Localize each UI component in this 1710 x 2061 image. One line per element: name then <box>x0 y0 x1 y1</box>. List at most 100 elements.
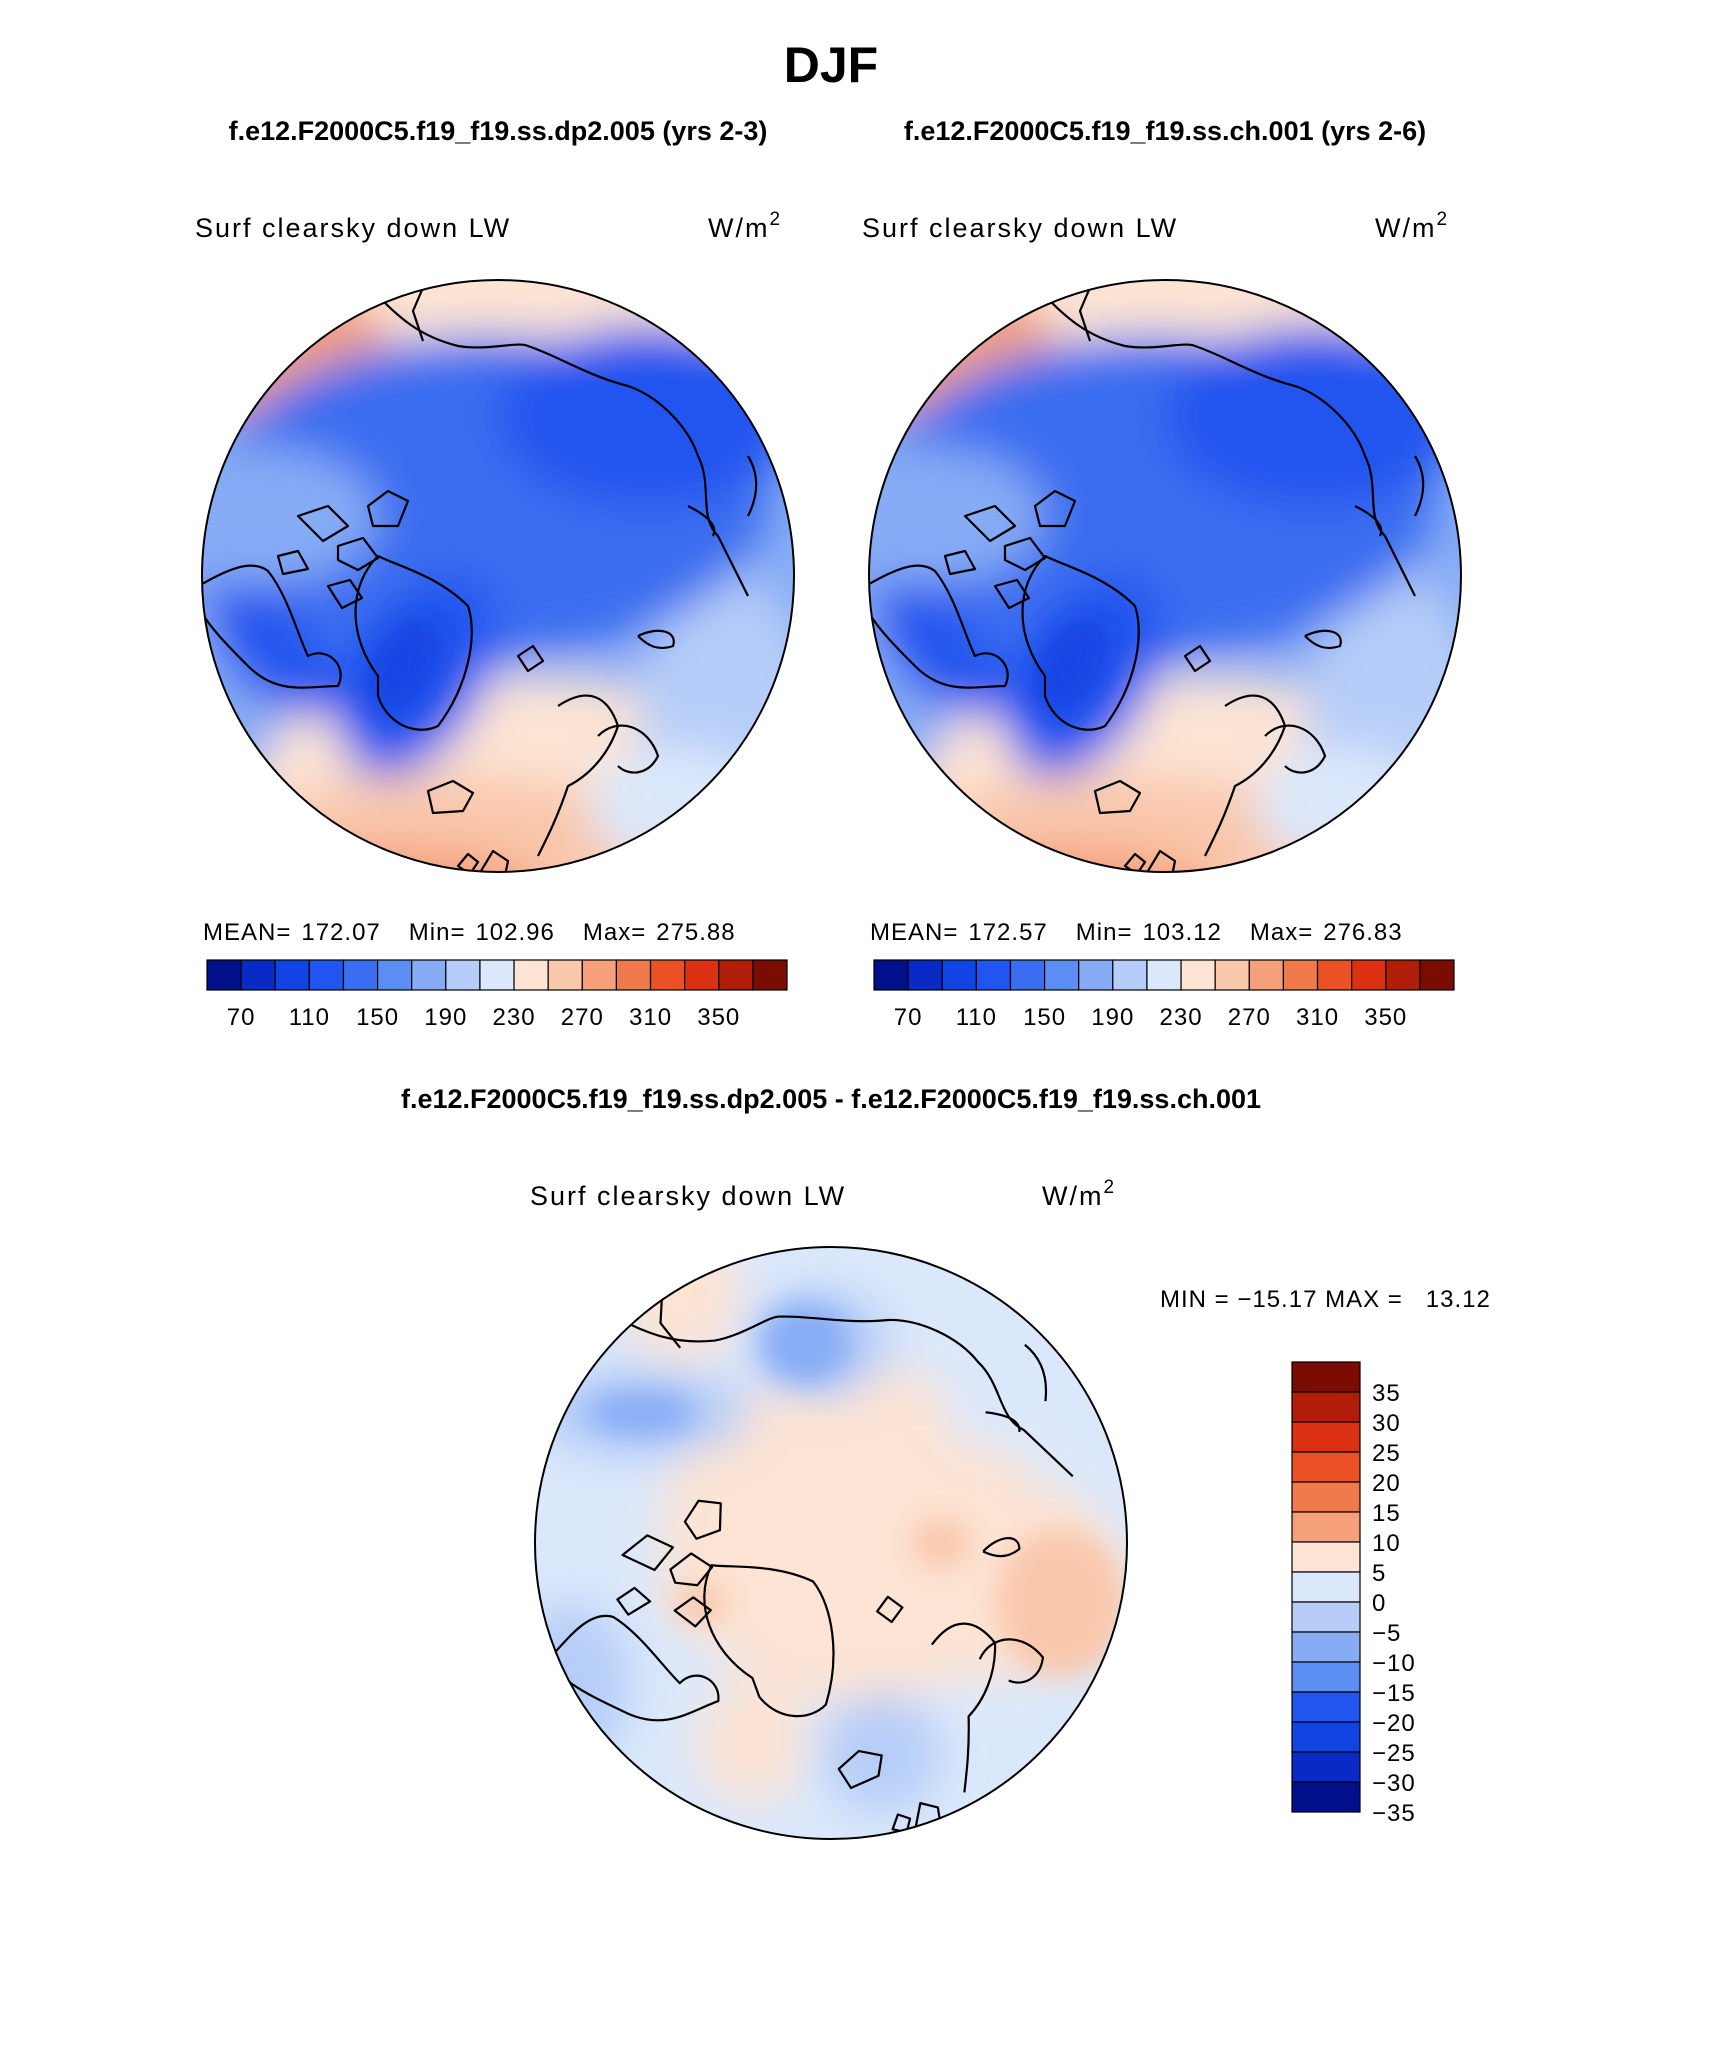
panel-2-units-label: W/m2 <box>1375 209 1449 243</box>
colorbar-swatch <box>1146 959 1182 991</box>
colorbar-swatch <box>1316 959 1353 991</box>
colorbar-swatch <box>907 959 943 991</box>
colorbar-swatch <box>649 959 686 991</box>
colorbar-swatch <box>411 959 447 991</box>
panel-1-units-label: W/m2 <box>708 209 782 243</box>
colorbar-swatch <box>1291 1751 1361 1783</box>
colorbar-swatch <box>718 959 754 991</box>
colorbar-tick-label: −35 <box>1372 1800 1416 1827</box>
colorbar-swatch <box>1291 1601 1361 1633</box>
colorbar-tick-label: 20 <box>1372 1470 1401 1497</box>
colorbar-tick-label: 70 <box>227 1004 256 1031</box>
colorbar-swatch <box>308 959 345 991</box>
colorbar-tick-label: 110 <box>289 1004 330 1031</box>
colorbar-swatch <box>206 959 242 991</box>
panel-1: Surf clearsky down LW W/m2 MEAN= 172.07 Mi… <box>195 209 795 1031</box>
colorbar-swatch <box>1248 959 1285 991</box>
colorbar-swatch <box>1291 1721 1361 1753</box>
panel-1-stats: MEAN= 172.07 Min= 102.96 Max= 275.88 <box>203 919 736 946</box>
colorbar-tick-label: 35 <box>1372 1380 1401 1407</box>
colorbar-swatch <box>547 959 583 991</box>
colorbar-swatch <box>1282 959 1319 991</box>
colorbar-swatch <box>445 959 481 991</box>
colorbar-swatch <box>975 959 1012 991</box>
colorbar-swatch <box>1419 959 1455 991</box>
colorbar-swatch <box>1291 1781 1361 1813</box>
colorbar-tick-label: 30 <box>1372 1410 1401 1437</box>
panel-2-map-border <box>868 279 1462 873</box>
colorbar-swatch <box>1291 1511 1361 1543</box>
diff-field-map <box>535 1247 1127 1839</box>
colorbar-tick-label: −15 <box>1372 1680 1416 1707</box>
colorbar-swatch <box>479 959 515 991</box>
colorbar-tick-label: 5 <box>1372 1560 1386 1587</box>
colorbar-tick-label: 25 <box>1372 1440 1401 1467</box>
colorbar-tick-label: 150 <box>1023 1004 1066 1031</box>
panel-1-variable-label: Surf clearsky down LW <box>195 213 511 243</box>
colorbar-tick-label: 10 <box>1372 1530 1401 1557</box>
diff-panel-title: f.e12.F2000C5.f19_f19.ss.dp2.005 - f.e12… <box>401 1084 1261 1114</box>
colorbar-tick-label: −10 <box>1372 1650 1416 1677</box>
colorbar-swatch <box>1291 1361 1361 1393</box>
panel-2-variable-label: Surf clearsky down LW <box>862 213 1178 243</box>
colorbar-swatch <box>376 959 413 991</box>
colorbar-swatch <box>274 959 310 991</box>
figure-title: DJF <box>784 37 878 93</box>
colorbar-swatch <box>1009 959 1046 991</box>
colorbar-tick-label: −5 <box>1372 1620 1401 1647</box>
colorbar-swatch <box>941 959 977 991</box>
colorbar-swatch <box>581 959 618 991</box>
diff-colorbar: 35 30 25 20 15 10 5 0 −5 −10 −15 −20 −25 −30 −35 <box>1291 1361 1416 1827</box>
colorbar-swatch <box>684 959 720 991</box>
colorbar-tick-label: 310 <box>1296 1004 1339 1031</box>
panel-1-colorbar: 70 110 150 190 230 270 310 350 <box>206 959 788 1031</box>
colorbar-swatch <box>1043 959 1080 991</box>
colorbar-swatch <box>1291 1691 1361 1723</box>
colorbar-tick-label: −20 <box>1372 1710 1416 1737</box>
colorbar-swatch <box>615 959 652 991</box>
colorbar-swatch <box>1291 1391 1361 1423</box>
diff-units-label: W/m2 <box>1042 1177 1116 1211</box>
colorbar-swatch <box>1291 1571 1361 1603</box>
colorbar-swatch <box>342 959 379 991</box>
colorbar-tick-label: 270 <box>1228 1004 1271 1031</box>
colorbar-swatch <box>1078 959 1114 991</box>
colorbar-tick-label: 310 <box>629 1004 672 1031</box>
colorbar-tick-label: −30 <box>1372 1770 1416 1797</box>
colorbar-tick-label: 230 <box>493 1004 536 1031</box>
colorbar-swatch <box>1291 1421 1361 1453</box>
colorbar-tick-label: 150 <box>356 1004 399 1031</box>
colorbar-swatch <box>1291 1481 1361 1513</box>
colorbar-swatch <box>1291 1541 1361 1573</box>
colorbar-swatch <box>1291 1451 1361 1483</box>
colorbar-swatch <box>1291 1661 1361 1693</box>
colorbar-tick-label: 0 <box>1372 1590 1386 1617</box>
colorbar-swatch <box>1214 959 1250 991</box>
colorbar-tick-label: 350 <box>697 1004 740 1031</box>
colorbar-tick-label: 270 <box>561 1004 604 1031</box>
diff-panel: Surf clearsky down LW W/m2 MIN = −15.17 … <box>530 1177 1491 1840</box>
colorbar-tick-label: 190 <box>424 1004 467 1031</box>
colorbar-tick-label: 110 <box>956 1004 997 1031</box>
colorbar-swatch <box>1291 1631 1361 1663</box>
panel-1-map-border <box>201 279 795 873</box>
colorbar-swatch <box>1112 959 1148 991</box>
colorbar-tick-label: 15 <box>1372 1500 1401 1527</box>
colorbar-swatch <box>873 959 909 991</box>
diff-map-border <box>534 1246 1128 1840</box>
panel-2-title: f.e12.F2000C5.f19_f19.ss.ch.001 (yrs 2-6… <box>904 116 1426 146</box>
panel-2: Surf clearsky down LW W/m2 MEAN= 172.57 Mi… <box>862 209 1462 1031</box>
diff-variable-label: Surf clearsky down LW <box>530 1181 846 1211</box>
colorbar-tick-label: 350 <box>1364 1004 1407 1031</box>
colorbar-tick-label: 70 <box>894 1004 923 1031</box>
panel-1-title: f.e12.F2000C5.f19_f19.ss.dp2.005 (yrs 2-… <box>229 116 768 146</box>
colorbar-swatch <box>1351 959 1387 991</box>
colorbar-tick-label: −25 <box>1372 1740 1416 1767</box>
colorbar-tick-label: 230 <box>1160 1004 1203 1031</box>
colorbar-swatch <box>513 959 549 991</box>
panel-2-stats: MEAN= 172.57 Min= 103.12 Max= 276.83 <box>870 919 1403 946</box>
diff-minmax-label: MIN = −15.17 MAX = 13.12 <box>1160 1286 1491 1313</box>
colorbar-swatch <box>1180 959 1216 991</box>
colorbar-swatch <box>752 959 788 991</box>
